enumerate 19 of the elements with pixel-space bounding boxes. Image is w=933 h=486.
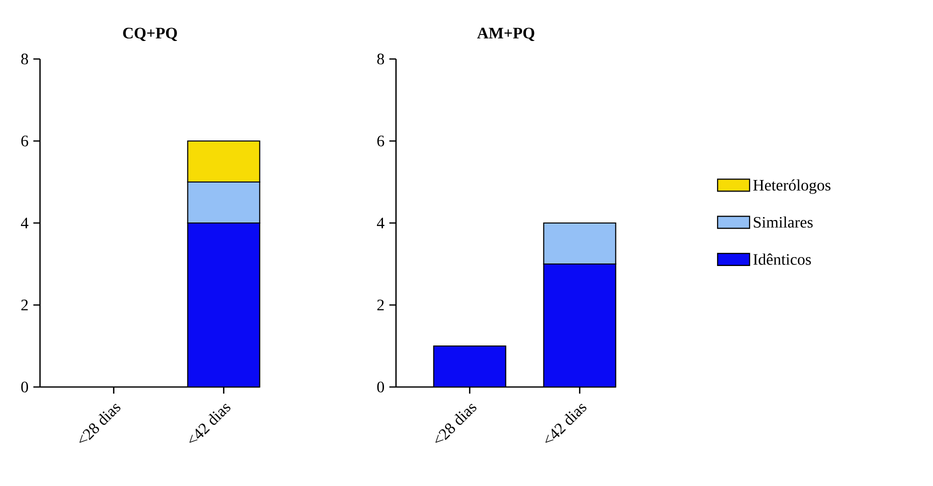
- chart-title: AM+PQ: [477, 28, 534, 41]
- legend-label: Heterólogos: [753, 179, 830, 194]
- y-tick-label: 4: [376, 218, 384, 228]
- y-tick-label: 6: [21, 136, 28, 146]
- x-tick-label: <28 dias: [435, 404, 476, 443]
- x-tick-label: <42 dias: [545, 404, 586, 443]
- legend-label: Idênticos: [753, 254, 811, 265]
- y-tick-label: 0: [377, 382, 384, 392]
- y-tick-label: 2: [377, 300, 384, 310]
- y-tick-label: 0: [21, 382, 28, 392]
- x-tick-label: <42 dias: [189, 404, 230, 443]
- y-tick-label: 4: [20, 218, 28, 228]
- y-tick-label: 2: [21, 300, 28, 310]
- x-tick-label: <28 dias: [79, 404, 120, 443]
- y-tick-label: 8: [377, 54, 384, 64]
- chart-title: CQ+PQ: [123, 28, 177, 41]
- legend-label: Similares: [754, 216, 813, 228]
- y-tick-label: 8: [21, 54, 28, 64]
- y-tick-label: 6: [377, 136, 384, 146]
